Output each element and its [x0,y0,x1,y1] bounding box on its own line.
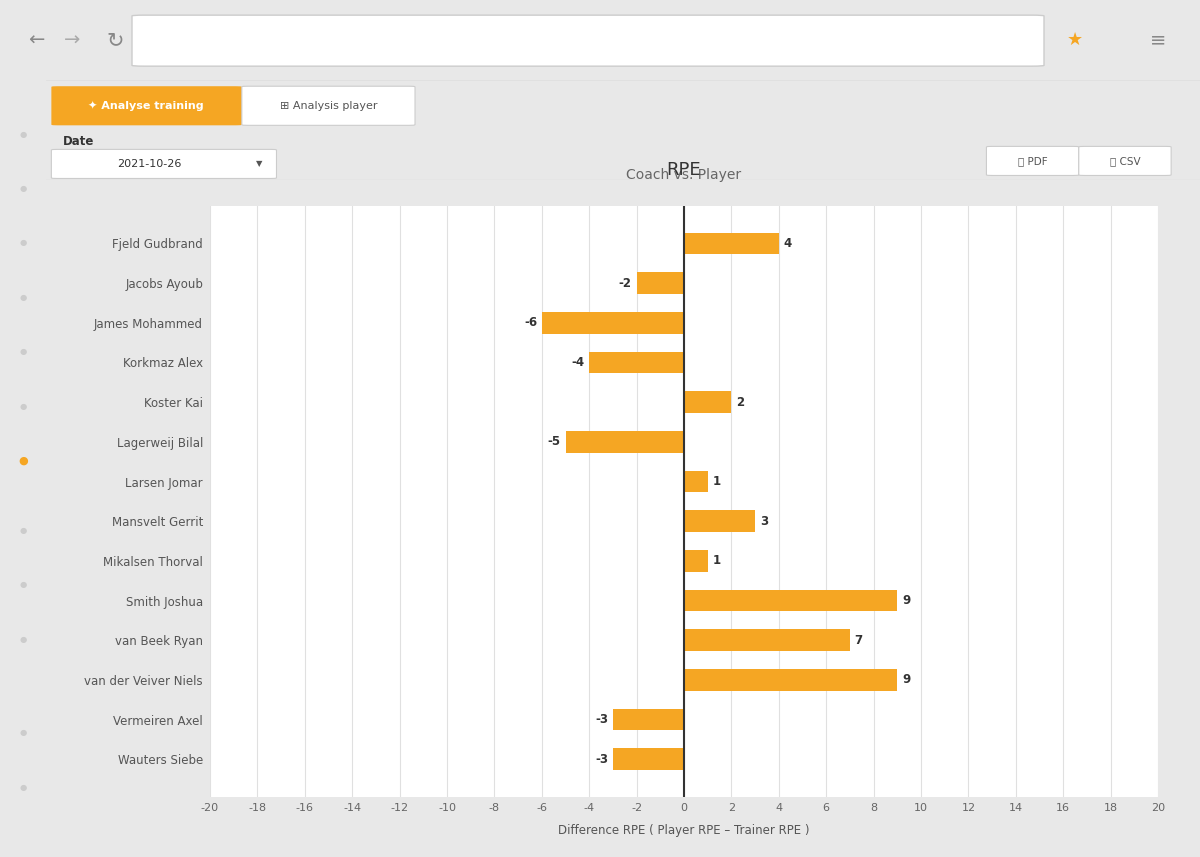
Bar [684,669,898,691]
Bar [684,629,850,651]
Text: 2: 2 [736,396,744,409]
Bar [565,431,684,452]
Text: ≡: ≡ [1150,30,1166,50]
FancyBboxPatch shape [132,15,1044,66]
Text: -2: -2 [619,277,632,290]
Text: -5: -5 [547,435,560,448]
Text: 1: 1 [713,554,720,567]
FancyBboxPatch shape [52,87,242,125]
FancyBboxPatch shape [1079,147,1171,176]
Text: ●: ● [19,129,26,139]
Text: 9: 9 [902,594,911,607]
Text: -6: -6 [524,316,538,329]
Text: -4: -4 [571,356,584,369]
Text: ←: ← [28,30,44,50]
Text: ●: ● [19,580,26,590]
Text: ✦ Analyse training: ✦ Analyse training [89,100,204,111]
Bar [684,550,708,572]
Text: 4: 4 [784,237,792,250]
Text: ●: ● [19,184,26,193]
X-axis label: Difference RPE ( Player RPE – Trainer RPE ): Difference RPE ( Player RPE – Trainer RP… [558,824,810,836]
Bar [684,590,898,611]
Text: Coach vs. Player: Coach vs. Player [626,168,742,182]
Bar [684,510,755,532]
Bar [684,232,779,255]
Text: 📄 PDF: 📄 PDF [1018,156,1048,166]
Text: 3: 3 [760,515,768,528]
Text: 📄 CSV: 📄 CSV [1110,156,1140,166]
Text: 9: 9 [902,674,911,686]
FancyBboxPatch shape [242,87,415,125]
Text: ●: ● [18,456,28,465]
Bar [684,470,708,493]
Bar [684,392,732,413]
Text: ●: ● [19,456,26,465]
Text: ●: ● [19,347,26,357]
Text: →: → [64,30,80,50]
Bar [589,351,684,374]
FancyBboxPatch shape [986,147,1079,176]
Text: 2021-10-26: 2021-10-26 [118,159,181,169]
Text: ★: ★ [1067,31,1084,49]
Text: ●: ● [19,402,26,411]
Text: ●: ● [19,238,26,248]
Text: 7: 7 [854,633,863,647]
Text: ●: ● [19,782,26,792]
Bar [637,273,684,294]
Bar [613,748,684,770]
Text: ●: ● [19,526,26,535]
Text: ⊞ Analysis player: ⊞ Analysis player [280,101,377,111]
Text: ●: ● [19,293,26,302]
Bar [613,709,684,730]
Text: ●: ● [19,635,26,644]
Title: RPE: RPE [667,161,701,179]
Bar [542,312,684,333]
Text: -3: -3 [595,713,608,726]
Text: ▼: ▼ [256,159,263,169]
Text: ●: ● [19,728,26,737]
FancyBboxPatch shape [52,149,276,178]
Text: Date: Date [62,135,95,148]
Text: -3: -3 [595,752,608,765]
Text: 1: 1 [713,475,720,488]
Text: ↻: ↻ [107,30,124,50]
